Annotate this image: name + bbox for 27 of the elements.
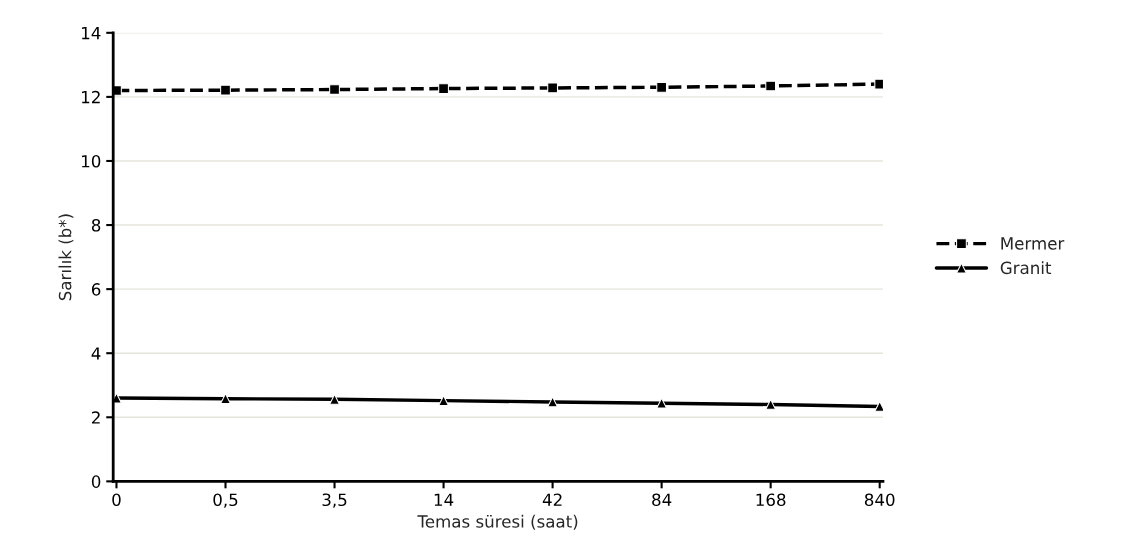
point	[438, 83, 449, 94]
y-tick-label: 14	[82, 27, 101, 40]
legend-label: Mermer	[1001, 237, 1065, 250]
point	[874, 401, 883, 412]
y-tick-label: 2	[92, 411, 100, 424]
y-tick-label: 4	[91, 347, 101, 360]
x-tick-label: 0	[112, 493, 121, 507]
x-tick-label: 168	[756, 493, 786, 507]
legend-label: Granit	[1000, 261, 1052, 275]
y-tick-label: 0	[91, 475, 101, 488]
y-tick-label: 6	[91, 283, 101, 296]
y-tick-label: 10	[82, 154, 101, 168]
y-tick-label: 12	[82, 90, 100, 104]
x-tick-label: 42	[542, 493, 562, 506]
point	[329, 84, 340, 95]
point	[656, 81, 668, 93]
x-tick-label: 0,5	[213, 493, 238, 508]
x-tick-label: 14	[434, 493, 454, 506]
y-axis-title: Sarılık (b*)	[58, 214, 74, 301]
y-tick-label: 8	[91, 219, 101, 232]
x-tick-label: 84	[652, 493, 672, 507]
x-axis-title: Temas süresi (saat)	[417, 514, 578, 530]
x-tick-label: 3,5	[322, 493, 347, 508]
point	[547, 82, 558, 94]
point	[220, 84, 231, 96]
x-tick-label: 840	[864, 493, 895, 507]
point	[765, 399, 777, 410]
